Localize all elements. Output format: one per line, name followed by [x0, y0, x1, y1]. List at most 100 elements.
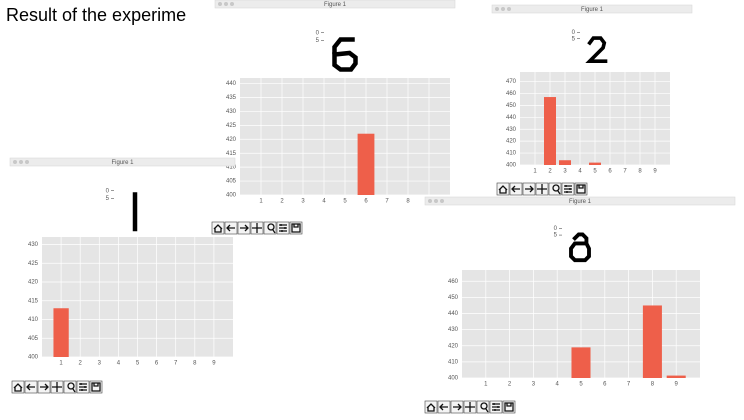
button-icon — [576, 184, 586, 194]
x-tick-label: 6 — [364, 199, 368, 205]
button-icon — [279, 224, 287, 232]
bar — [589, 162, 601, 165]
window-button[interactable] — [428, 199, 432, 203]
x-tick-label: 7 — [627, 382, 631, 388]
toolbar-button[interactable] — [237, 221, 251, 235]
toolbar-button[interactable] — [289, 221, 303, 235]
toolbar-button[interactable] — [463, 400, 477, 414]
button-icon — [213, 224, 223, 233]
bar — [544, 97, 556, 165]
toolbar-button[interactable] — [437, 400, 451, 414]
y-tick-label: 440 — [448, 311, 459, 317]
window-button[interactable] — [440, 199, 444, 203]
x-tick-label: 1 — [59, 361, 63, 367]
button-icon — [537, 184, 547, 194]
toolbar-button[interactable] — [24, 380, 38, 394]
toolbar-button[interactable] — [522, 182, 536, 196]
toolbar-button[interactable] — [548, 182, 562, 196]
x-tick-label: 8 — [651, 382, 655, 388]
x-tick-label: 2 — [280, 199, 284, 205]
digit-image — [332, 37, 358, 72]
window-button[interactable] — [507, 7, 511, 11]
x-tick-label: 6 — [155, 361, 159, 367]
toolbar-button[interactable] — [509, 182, 523, 196]
toolbar-button[interactable] — [276, 221, 290, 235]
window-button[interactable] — [13, 160, 17, 164]
button-icon — [91, 382, 101, 392]
toolbar-button[interactable] — [211, 221, 225, 235]
slide-title: Result of the experime — [6, 5, 186, 25]
window-button[interactable] — [230, 2, 234, 6]
title-bar — [214, 0, 456, 9]
y-tick-label: 425 — [226, 123, 237, 129]
y-tick-label: 450 — [506, 103, 517, 109]
title-bar — [9, 157, 236, 167]
y-tick-label: 410 — [226, 165, 237, 171]
x-tick-label: 3 — [532, 382, 536, 388]
x-tick-label: 4 — [578, 169, 582, 175]
button-icon — [26, 383, 35, 391]
x-tick-label: 2 — [548, 169, 552, 175]
toolbar-button[interactable] — [11, 380, 25, 394]
x-tick-label: 3 — [98, 361, 102, 367]
button-frame — [89, 380, 103, 394]
toolbar-button[interactable] — [476, 400, 490, 414]
toolbar-button[interactable] — [224, 221, 238, 235]
bar — [357, 133, 375, 195]
button-icon — [226, 224, 235, 232]
button-icon — [492, 403, 500, 411]
toolbar-button[interactable] — [89, 380, 103, 394]
y-tick-label: 470 — [506, 79, 517, 85]
title-bar — [424, 196, 736, 206]
window-button[interactable] — [25, 160, 29, 164]
window-button[interactable] — [501, 7, 505, 11]
toolbar-button[interactable] — [535, 182, 549, 196]
toolbar-button[interactable] — [250, 221, 264, 235]
bar — [53, 308, 69, 357]
y-tick-label: 405 — [28, 336, 39, 342]
toolbar-button[interactable] — [574, 182, 588, 196]
x-tick-label: 5 — [579, 382, 583, 388]
x-tick-label: 8 — [193, 361, 197, 367]
button-icon — [79, 383, 87, 391]
window-button[interactable] — [495, 7, 499, 11]
x-tick-label: 4 — [556, 382, 560, 388]
toolbar-button[interactable] — [496, 182, 510, 196]
image-tick-label: 0 — [106, 188, 110, 194]
x-tick-label: 3 — [563, 169, 567, 175]
x-tick-label: 8 — [638, 169, 642, 175]
window-button[interactable] — [434, 199, 438, 203]
y-tick-label: 460 — [448, 279, 459, 285]
button-icon — [564, 185, 572, 193]
toolbar-button[interactable] — [502, 400, 516, 414]
x-tick-label: 1 — [259, 199, 263, 205]
y-tick-label: 420 — [28, 280, 39, 286]
x-tick-label: 5 — [136, 361, 140, 367]
x-tick-label: 9 — [653, 169, 657, 175]
button-icon — [552, 184, 561, 195]
toolbar-button[interactable] — [50, 380, 64, 394]
y-tick-label: 400 — [226, 193, 237, 199]
x-tick-label: 3 — [301, 199, 305, 205]
button-icon — [498, 185, 508, 194]
toolbar-button[interactable] — [63, 380, 77, 394]
window-title: Figure 1 — [581, 7, 604, 13]
toolbar-button[interactable] — [37, 380, 51, 394]
window-button[interactable] — [224, 2, 228, 6]
toolbar-button[interactable] — [450, 400, 464, 414]
window-button[interactable] — [218, 2, 222, 6]
toolbar-button[interactable] — [424, 400, 438, 414]
x-tick-label: 2 — [508, 382, 512, 388]
toolbar-button[interactable] — [561, 182, 575, 196]
window-button[interactable] — [19, 160, 23, 164]
x-tick-label: 6 — [603, 382, 607, 388]
image-tick-label: 5 — [554, 233, 558, 239]
button-icon — [453, 403, 462, 411]
y-tick-label: 440 — [226, 81, 237, 87]
toolbar-button[interactable] — [263, 221, 277, 235]
toolbar-button[interactable] — [76, 380, 90, 394]
button-frame — [502, 400, 516, 414]
x-tick-label: 8 — [406, 199, 410, 205]
bar — [642, 305, 662, 378]
toolbar-button[interactable] — [489, 400, 503, 414]
